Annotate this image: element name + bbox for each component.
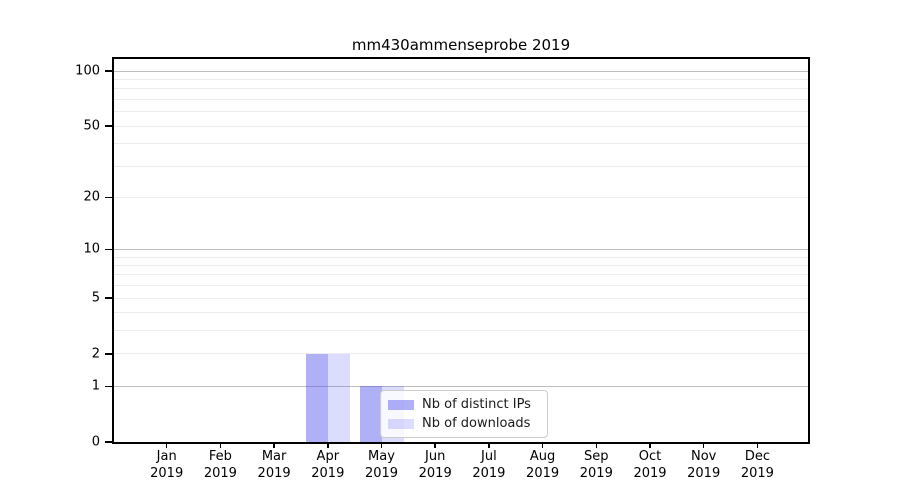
x-tick-label: Nov 2019: [687, 449, 721, 481]
y-tick: [105, 70, 112, 72]
y-tick: [105, 352, 112, 355]
minor-gridline: [114, 274, 808, 276]
legend-swatch-downloads: [388, 418, 414, 429]
x-tick-label: Jul 2019: [472, 449, 506, 481]
x-tick: [488, 442, 490, 448]
x-tick-label: Oct 2019: [633, 449, 667, 481]
x-tick-label: Apr 2019: [311, 449, 345, 481]
minor-gridline: [114, 285, 808, 287]
plot-render-layer: 0 1 2 5 10 20 50 100 Jan 2019 Feb 2019 Mar 2019 Apr…: [75, 59, 808, 481]
x-tick: [595, 442, 598, 448]
minor-gridline: [114, 264, 808, 266]
legend-item-distinct-ips: Nb of distinct IPs: [388, 397, 540, 412]
y-tick: [105, 297, 112, 299]
legend-label-downloads: Nb of downloads: [422, 416, 531, 431]
x-tick: [649, 442, 651, 448]
legend-item-downloads: Nb of downloads: [388, 416, 540, 431]
x-tick-label: Aug 2019: [526, 449, 560, 481]
bar-distinct-ips: [305, 353, 328, 442]
chart-title: mm430ammenseprobe 2019: [351, 36, 571, 54]
bar-distinct-ips: [359, 386, 382, 442]
minor-gridline: [114, 353, 808, 355]
x-tick: [756, 442, 759, 448]
y-tick: [105, 125, 112, 127]
minor-gridline: [114, 312, 808, 314]
x-tick-label: Feb 2019: [203, 449, 237, 481]
minor-gridline: [114, 125, 808, 127]
major-gridline: [114, 248, 808, 250]
y-tick: [105, 441, 112, 443]
x-tick-label: Mar 2019: [257, 449, 291, 481]
major-gridline: [114, 70, 808, 72]
y-tick-label: 0: [91, 434, 100, 450]
minor-gridline: [114, 111, 808, 113]
x-tick: [327, 442, 329, 448]
y-tick: [105, 385, 112, 388]
x-tick-label: Jun 2019: [418, 449, 452, 481]
minor-gridline: [114, 297, 808, 299]
x-tick: [165, 442, 168, 448]
y-tick-label: 50: [83, 118, 100, 134]
major-gridline: [114, 385, 808, 387]
x-tick-label: Dec 2019: [740, 449, 774, 481]
x-tick: [541, 442, 544, 448]
y-tick-label: 100: [75, 63, 100, 79]
legend-label-distinct-ips: Nb of distinct IPs: [422, 397, 531, 412]
y-tick-label: 2: [91, 346, 100, 362]
y-tick: [105, 248, 112, 251]
y-tick-label: 20: [83, 189, 100, 205]
legend: Nb of distinct IPs Nb of downloads: [380, 390, 548, 438]
x-tick-label: Jan 2019: [150, 449, 184, 481]
plot-area: 0 1 2 5 10 20 50 100 Jan 2019 Feb 2019 Mar 2019 Apr…: [75, 57, 810, 481]
minor-gridline: [114, 330, 808, 332]
x-tick: [434, 442, 436, 448]
minor-gridline: [114, 143, 808, 145]
minor-gridline: [114, 99, 808, 101]
x-tick-label: Sep 2019: [579, 449, 613, 481]
minor-gridline: [114, 88, 808, 90]
minor-gridline: [114, 79, 808, 81]
bar-downloads: [327, 353, 350, 442]
y-tick-label: 1: [91, 378, 100, 394]
x-tick-label: May 2019: [364, 449, 399, 481]
x-tick: [702, 442, 705, 448]
legend-swatch-distinct-ips: [388, 399, 414, 410]
minor-gridline: [114, 165, 808, 167]
minor-gridline: [114, 196, 808, 198]
x-tick: [273, 442, 275, 448]
x-tick: [219, 442, 222, 448]
y-tick-label: 10: [83, 241, 100, 257]
x-tick: [380, 442, 383, 448]
minor-gridline: [114, 256, 808, 258]
y-tick: [105, 196, 112, 199]
y-tick-label: 5: [91, 290, 100, 306]
